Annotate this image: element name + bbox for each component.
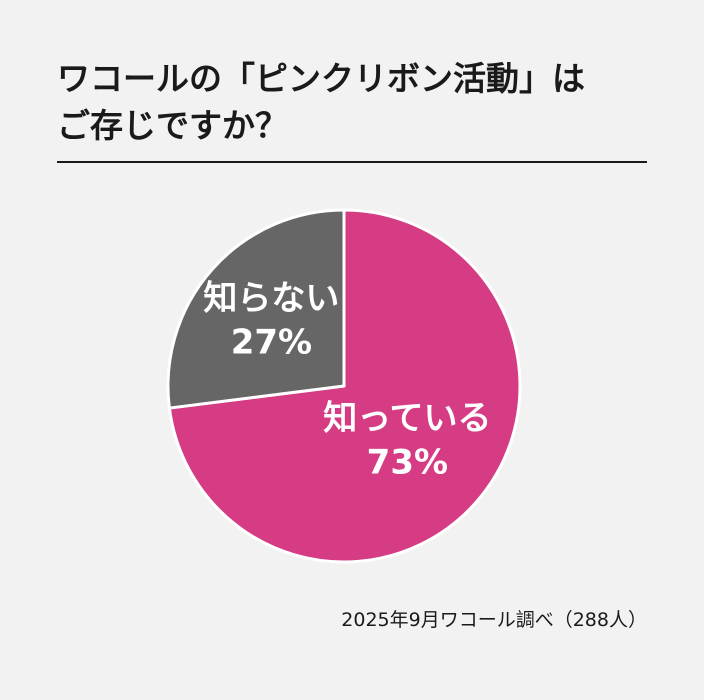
slice-category-label: 知らない [203, 278, 339, 318]
pie-slice [166, 208, 346, 410]
slice-value-label: 27% [231, 322, 312, 362]
chart-title: ワコールの「ピンクリボン活動」は [57, 59, 585, 98]
slice-value-label: 73% [367, 442, 448, 482]
chart-title: ご存じですか？ [57, 106, 288, 145]
slice-category-label: 知っている [323, 398, 491, 438]
source-note: 2025年9月ワコール調べ（288人） [341, 609, 647, 631]
